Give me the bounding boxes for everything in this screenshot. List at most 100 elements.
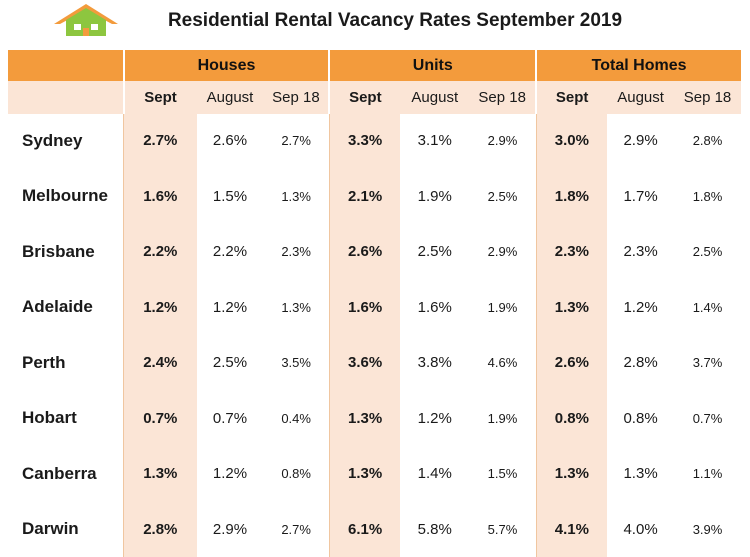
- subheader-august: August: [197, 81, 264, 114]
- table-cell: 2.7%: [263, 114, 329, 169]
- table-cell: 1.3%: [124, 446, 197, 502]
- table-cell: 1.2%: [124, 280, 197, 336]
- table-cell: 3.1%: [400, 114, 469, 169]
- table-cell: 1.6%: [329, 280, 400, 336]
- table-cell: 1.3%: [263, 280, 329, 336]
- group-header-houses: Houses: [124, 50, 330, 81]
- table-cell: 2.9%: [469, 224, 536, 280]
- subheader-sep18: Sep 18: [263, 81, 329, 114]
- table-cell: 1.8%: [674, 169, 741, 225]
- table-cell: 1.4%: [674, 280, 741, 336]
- table-cell: 3.5%: [263, 335, 329, 391]
- table-cell: 1.3%: [536, 446, 607, 502]
- table-cell: 3.3%: [329, 114, 400, 169]
- table-cell: 2.3%: [263, 224, 329, 280]
- table-cell: 1.3%: [329, 391, 400, 447]
- subheader-sept: Sept: [536, 81, 607, 114]
- table-cell: 1.3%: [329, 446, 400, 502]
- table-cell: 2.9%: [607, 114, 674, 169]
- table-cell: 0.8%: [536, 391, 607, 447]
- table-cell: 3.6%: [329, 335, 400, 391]
- table-cell: 4.0%: [607, 502, 674, 557]
- table-cell: 1.9%: [400, 169, 469, 225]
- table-cell: 3.0%: [536, 114, 607, 169]
- table-cell: 1.8%: [536, 169, 607, 225]
- table-cell: 2.2%: [124, 224, 197, 280]
- table-cell: 2.7%: [263, 502, 329, 557]
- table-cell: 3.7%: [674, 335, 741, 391]
- city-label: Hobart: [8, 391, 124, 447]
- table-cell: 0.7%: [674, 391, 741, 447]
- subheader-august: August: [607, 81, 674, 114]
- table-cell: 1.5%: [469, 446, 536, 502]
- group-header-units: Units: [329, 50, 536, 81]
- table-cell: 0.8%: [263, 446, 329, 502]
- table-cell: 2.2%: [197, 224, 264, 280]
- page-title: Residential Rental Vacancy Rates Septemb…: [0, 10, 750, 32]
- table-cell: 2.3%: [536, 224, 607, 280]
- city-label: Perth: [8, 335, 124, 391]
- table-cell: 0.8%: [607, 391, 674, 447]
- table-cell: 1.3%: [536, 280, 607, 336]
- table-cell: 2.8%: [674, 114, 741, 169]
- table-cell: 4.6%: [469, 335, 536, 391]
- table-cell: 4.1%: [536, 502, 607, 557]
- table-cell: 0.4%: [263, 391, 329, 447]
- table-cell: 2.9%: [469, 114, 536, 169]
- subheader-august: August: [400, 81, 469, 114]
- table-cell: 5.8%: [400, 502, 469, 557]
- subheader-sep18: Sep 18: [674, 81, 741, 114]
- table-cell: 5.7%: [469, 502, 536, 557]
- table-cell: 1.3%: [607, 446, 674, 502]
- table-cell: 1.9%: [469, 391, 536, 447]
- table-cell: 2.4%: [124, 335, 197, 391]
- table-cell: 1.6%: [124, 169, 197, 225]
- city-label: Adelaide: [8, 280, 124, 336]
- table-cell: 1.2%: [607, 280, 674, 336]
- table-cell: 3.8%: [400, 335, 469, 391]
- table-cell: 1.4%: [400, 446, 469, 502]
- table-cell: 1.2%: [400, 391, 469, 447]
- table-cell: 2.1%: [329, 169, 400, 225]
- table-cell: 2.5%: [674, 224, 741, 280]
- table-cell: 2.6%: [329, 224, 400, 280]
- city-label: Sydney: [8, 114, 124, 169]
- table-cell: 1.5%: [197, 169, 264, 225]
- table-cell: 1.7%: [607, 169, 674, 225]
- table-cell: 3.9%: [674, 502, 741, 557]
- table-cell: 1.2%: [197, 280, 264, 336]
- city-label: Brisbane: [8, 224, 124, 280]
- table-cell: 2.6%: [197, 114, 264, 169]
- city-label: Canberra: [8, 446, 124, 502]
- vacancy-table: Houses Units Total Homes Sept August Sep…: [8, 50, 741, 557]
- table-cell: 2.6%: [536, 335, 607, 391]
- subheader-sept: Sept: [329, 81, 400, 114]
- group-header-total-homes: Total Homes: [536, 50, 741, 81]
- subheader-sep18: Sep 18: [469, 81, 536, 114]
- subheader-blank: [8, 81, 124, 114]
- table-cell: 2.3%: [607, 224, 674, 280]
- table-cell: 2.8%: [124, 502, 197, 557]
- table-cell: 1.1%: [674, 446, 741, 502]
- table-cell: 0.7%: [197, 391, 264, 447]
- table-cell: 2.5%: [197, 335, 264, 391]
- table-cell: 1.2%: [197, 446, 264, 502]
- table-cell: 1.3%: [263, 169, 329, 225]
- table-cell: 2.5%: [400, 224, 469, 280]
- city-label: Melbourne: [8, 169, 124, 225]
- table-cell: 1.6%: [400, 280, 469, 336]
- city-label: Darwin: [8, 502, 124, 557]
- table-cell: 2.5%: [469, 169, 536, 225]
- table-cell: 0.7%: [124, 391, 197, 447]
- table-cell: 2.9%: [197, 502, 264, 557]
- subheader-sept: Sept: [124, 81, 197, 114]
